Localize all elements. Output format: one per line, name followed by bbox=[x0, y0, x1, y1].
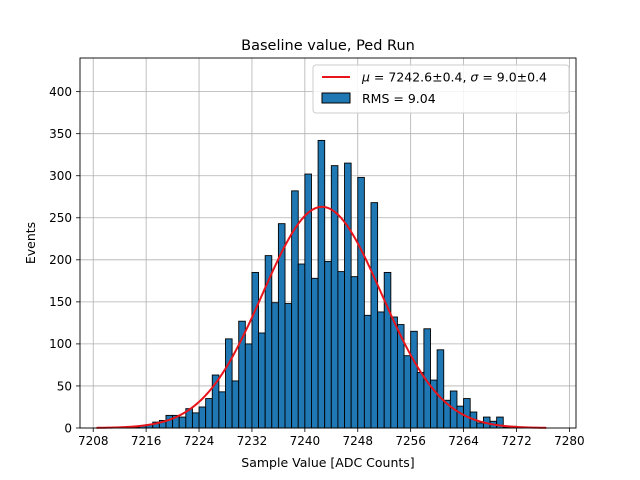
legend-fit-sigma: σ bbox=[470, 70, 479, 85]
histogram-bar bbox=[344, 162, 352, 429]
chart-title: Baseline value, Ped Run bbox=[241, 38, 415, 54]
y-tick-label: 100 bbox=[49, 337, 72, 351]
histogram-bar bbox=[337, 271, 345, 429]
histogram-bar bbox=[225, 338, 233, 429]
histogram-bar bbox=[456, 405, 465, 429]
histogram-bar bbox=[218, 391, 226, 429]
plot-frame bbox=[79, 57, 577, 429]
y-tick-label: 50 bbox=[57, 379, 72, 393]
y-tick-label: 200 bbox=[49, 253, 72, 267]
histogram-bar bbox=[271, 302, 279, 429]
x-tick-label: 7224 bbox=[184, 434, 215, 448]
histogram-bar bbox=[258, 332, 266, 429]
x-tick-label: 7248 bbox=[342, 434, 373, 448]
y-tick-label: 300 bbox=[49, 169, 72, 183]
histogram-bar bbox=[350, 276, 359, 429]
histogram-bar bbox=[330, 165, 339, 429]
x-tick-label: 7216 bbox=[131, 434, 162, 448]
legend: μ = 7242.6±0.4, σ = 9.0±0.4 RMS = 9.04 bbox=[312, 64, 570, 114]
histogram-bar bbox=[311, 277, 319, 429]
histogram-bar bbox=[476, 422, 484, 429]
histogram-bar bbox=[198, 406, 207, 429]
y-axis-ticks: 0 50 100 150 200 250 300 350 400 bbox=[49, 85, 80, 435]
gaussian-fit-curve bbox=[96, 205, 547, 429]
x-tick-label: 7256 bbox=[395, 434, 426, 448]
x-axis-label: Sample Value [ADC Counts] bbox=[241, 455, 414, 470]
histogram-bar bbox=[231, 380, 240, 429]
legend-fit-mu-value: = 7242.6±0.4, bbox=[370, 70, 470, 85]
histogram-bar bbox=[370, 202, 379, 429]
legend-fit-label: μ = 7242.6±0.4, σ = 9.0±0.4 bbox=[361, 70, 547, 85]
histogram-bar bbox=[178, 416, 187, 429]
histogram-bar bbox=[390, 316, 398, 429]
x-tick-label: 7208 bbox=[78, 434, 109, 448]
histogram-bar bbox=[297, 263, 306, 429]
y-tick-label: 400 bbox=[49, 85, 72, 99]
y-tick-label: 150 bbox=[49, 295, 72, 309]
y-axis-label: Events bbox=[23, 222, 38, 264]
y-tick-label: 250 bbox=[49, 211, 72, 225]
legend-fit-sigma-value: = 9.0±0.4 bbox=[478, 70, 547, 85]
histogram-bar bbox=[284, 303, 293, 429]
histogram-bar bbox=[383, 271, 392, 429]
histogram-bar bbox=[463, 398, 471, 429]
histogram-bar bbox=[317, 139, 326, 429]
legend-histogram-label: RMS = 9.04 bbox=[362, 91, 436, 106]
legend-histogram-swatch bbox=[321, 92, 351, 104]
legend-box bbox=[312, 64, 570, 114]
y-tick-label: 350 bbox=[49, 127, 72, 141]
x-tick-label: 7280 bbox=[554, 434, 585, 448]
histogram-bar bbox=[363, 314, 372, 429]
histogram-bar bbox=[251, 271, 260, 429]
x-tick-label: 7264 bbox=[448, 434, 479, 448]
histogram-bar bbox=[244, 343, 253, 429]
histogram-bar bbox=[324, 261, 332, 429]
histogram-bar bbox=[205, 398, 213, 429]
histogram-bar bbox=[436, 349, 445, 429]
histogram-bar bbox=[416, 372, 425, 429]
histogram-bar bbox=[403, 355, 412, 429]
histogram-bar bbox=[165, 414, 174, 429]
x-tick-label: 7240 bbox=[290, 434, 321, 448]
histogram-bar bbox=[357, 176, 365, 429]
legend-fit-mu: μ bbox=[361, 70, 370, 85]
x-tick-label: 7232 bbox=[237, 434, 268, 448]
y-tick-label: 0 bbox=[64, 421, 72, 435]
x-tick-label: 7272 bbox=[501, 434, 532, 448]
histogram-bar bbox=[410, 330, 418, 429]
x-axis-ticks: 7208 7216 7224 7232 7240 7248 7256 7264 7272 7280 bbox=[78, 428, 585, 448]
histogram-bar bbox=[191, 412, 200, 429]
histogram-bar bbox=[377, 311, 385, 429]
